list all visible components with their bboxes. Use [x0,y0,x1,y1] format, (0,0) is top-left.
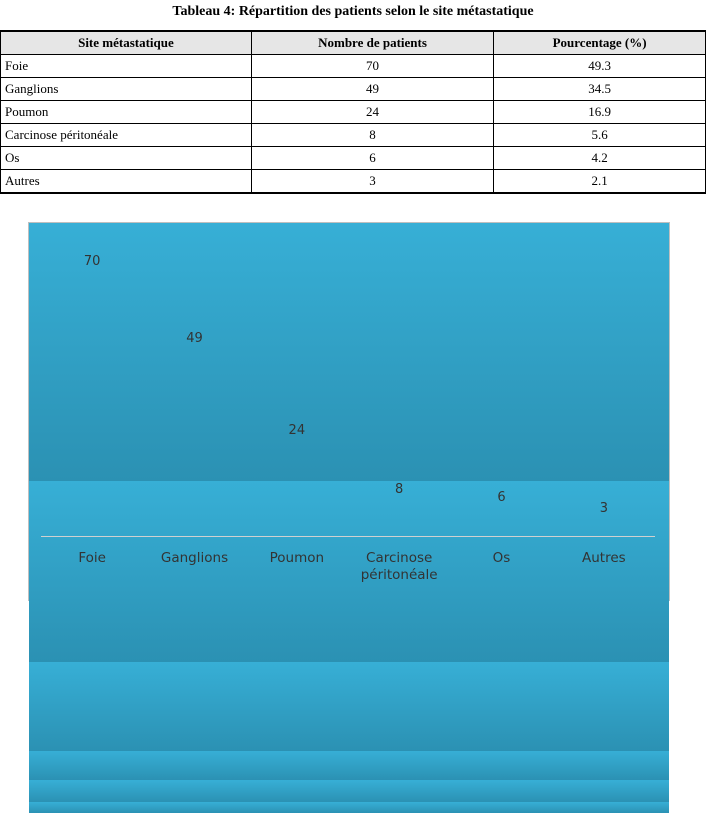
page: Tableau 4: Répartition des patients selo… [0,4,706,813]
x-tick-label: Foie [78,550,106,566]
table-row: Os 6 4.2 [0,146,706,170]
bar [29,750,669,781]
x-tick-label: Autres [581,550,626,566]
table-body: Foie 70 49.3 Ganglions 49 34.5 Poumon 24 16.9 Car… [0,54,706,194]
table-cell: 3 [250,169,495,194]
bar [29,662,669,751]
table-cell: Os [0,146,252,170]
table-cell: Carcinose péritonéale [0,123,252,147]
x-tick-label: Os [492,550,511,566]
chart: Foie 70 Ganglions 49 Poumon 24 Carcinose périt… [28,222,670,813]
table: Site métastatique Nombre de patients Pou… [0,30,706,194]
x-axis [41,536,655,537]
value-label: 49 [186,331,203,347]
bar [29,802,669,813]
table-cell: 70 [250,54,495,78]
table-cell: 4.2 [493,146,706,170]
title: Tableau 4: Répartition des patients selo… [172,4,534,19]
table-row: Poumon 24 16.9 [0,100,706,124]
table-cell: 34.5 [493,77,706,101]
header-cell: Nombre de patients [250,30,495,55]
table-cell: Poumon [0,100,252,124]
header-cell: Site métastatique [0,30,252,55]
x-tick-label: Carcinose péritonéale [360,550,438,583]
table-cell: Autres [0,169,252,194]
table-cell: 8 [250,123,495,147]
table-cell: 49 [250,77,495,101]
header-cell: Pourcentage (%) [493,30,706,55]
x-tick-label: Ganglions [160,550,229,566]
value-label: 6 [497,489,506,505]
table-row: Autres 3 2.1 [0,169,706,194]
value-label: 3 [599,500,608,516]
value-label: 8 [395,482,404,498]
header-row: Site métastatique Nombre de patients Pou… [0,30,706,55]
table-row: Ganglions 49 34.5 [0,77,706,101]
table-row: Foie 70 49.3 [0,54,706,78]
bar [29,780,669,803]
value-label: 70 [83,253,101,269]
table-cell: 5.6 [493,123,706,147]
x-tick-label: Poumon [269,550,325,566]
table-cell: 6 [250,146,495,170]
table-cell: Ganglions [0,77,252,101]
table-cell: 2.1 [493,169,706,194]
table-row: Carcinose péritonéale 8 5.6 [0,123,706,147]
table-cell: 49.3 [493,54,706,78]
value-label: 24 [288,423,306,439]
table-cell: Foie [0,54,252,78]
table-cell: 16.9 [493,100,706,124]
bar [29,223,669,482]
table-cell: 24 [250,100,495,124]
